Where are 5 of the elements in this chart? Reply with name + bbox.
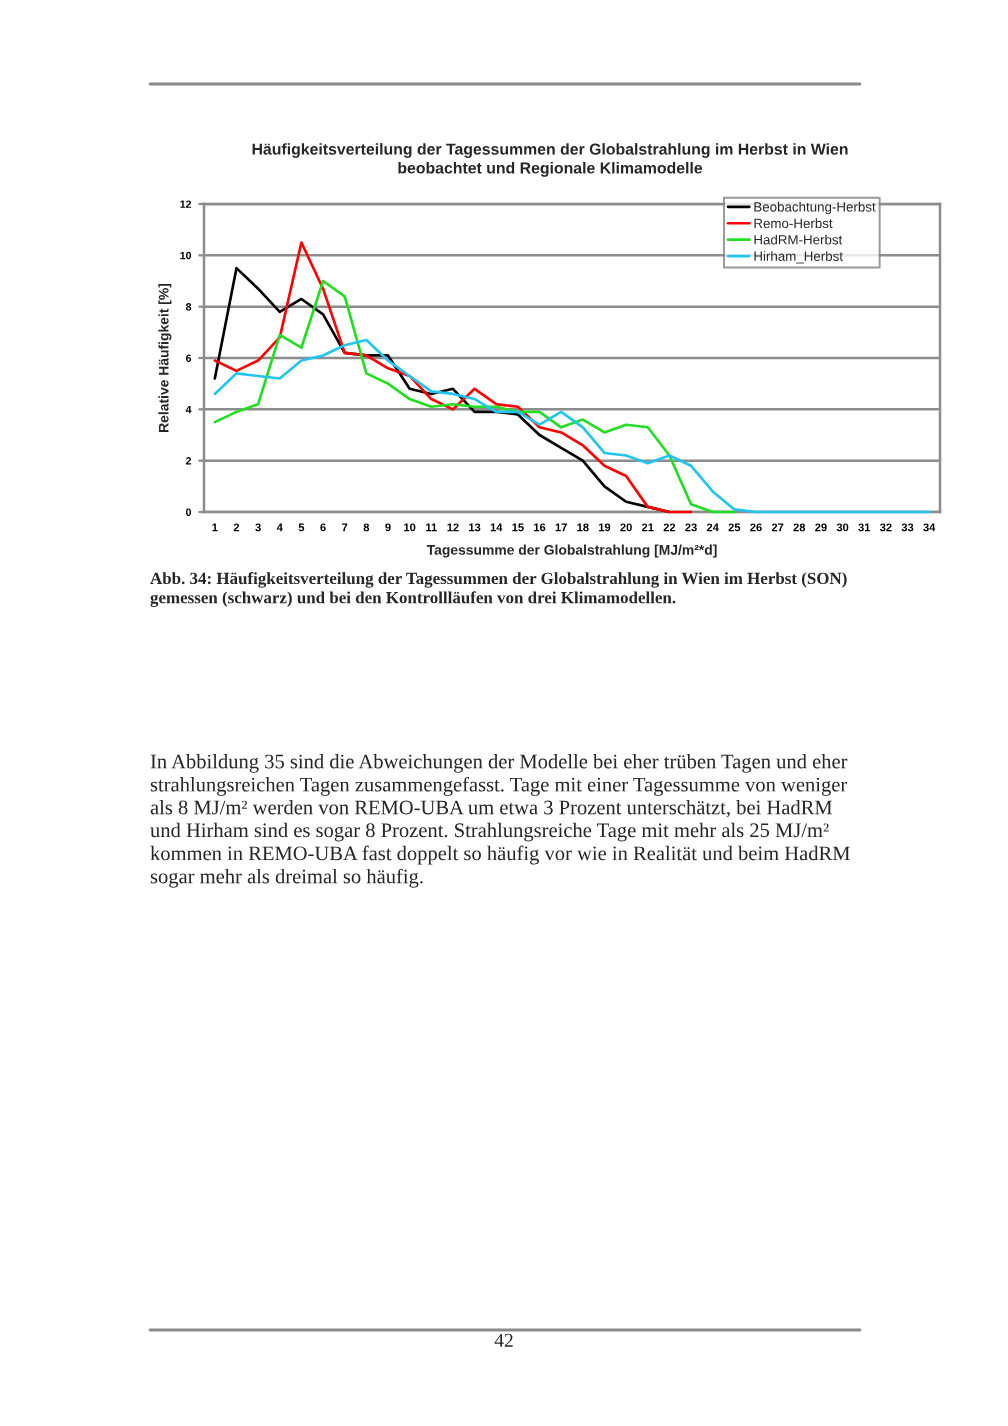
line-series — [213, 338, 931, 514]
text: In Abbildung 35 sind die Abweichungen der Modelle bei eher trüben Tagen und eher strahlungsreichen Tagen zusammengefasst. Tage mit einer Tagessumme von weniger als 8 MJ/m² werden von REMO-UBA um etwa 3 Prozent unterschätzt, bei HadRM und Hirham sind es sogar 8 Prozent. Strahlungsreiche Tage mit mehr als 25 MJ/m² kommen in REMO-UBA fast doppelt so häufig vor wie in Realität und beim HadRM sogar mehr als dreimal so häufig. — [150, 754, 850, 888]
text: 42 — [494, 1333, 513, 1347]
line-series — [213, 279, 736, 514]
caption: Abb. 34: Häufigkeitsverteilung der Tagessummen der Globalstrahlung in Wien im Herbst (SON) gemessen (schwarz) und bei den Kontrollläufen von drei Klimamodellen. — [150, 572, 847, 607]
